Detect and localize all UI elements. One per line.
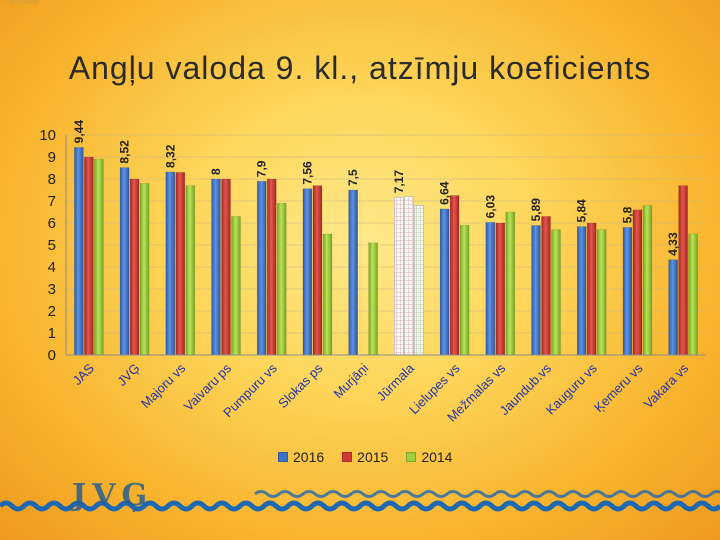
- bar-2016-9: [485, 222, 496, 356]
- bar-2014-12: [642, 205, 653, 356]
- bar-2016-6: [348, 189, 358, 356]
- data-label: 7,17: [392, 170, 406, 194]
- bar-2015-0: [84, 156, 94, 356]
- bar-2014-9: [505, 211, 516, 356]
- y-tick-label: 1: [48, 325, 56, 342]
- bar-2015-7: [404, 196, 414, 356]
- bar-2014-8: [459, 224, 470, 356]
- gridlines: [66, 134, 706, 356]
- y-tick-label: 7: [48, 193, 56, 210]
- data-label: 6,03: [483, 195, 497, 219]
- bar-2015-10: [541, 216, 551, 356]
- legend-label-2016: 2016: [293, 449, 325, 465]
- bar-2016-7: [394, 196, 404, 356]
- bar-2014-13: [688, 233, 698, 356]
- legend-item-2014: 2014: [406, 449, 452, 465]
- data-label: 7,56: [300, 161, 314, 185]
- y-tick-label: 6: [48, 215, 56, 232]
- bar-2016-13: [668, 259, 678, 356]
- bar-2014-7: [414, 205, 424, 356]
- bar-2016-5: [302, 188, 313, 356]
- legend-swatch-2016: [278, 452, 288, 462]
- data-label: 8: [209, 168, 223, 175]
- legend-item-2016: 2016: [278, 449, 324, 465]
- bar-2014-2: [185, 185, 196, 356]
- bar-2016-12: [622, 227, 633, 356]
- y-tick-label: 3: [48, 281, 56, 298]
- bar-2014-0: [94, 158, 104, 356]
- bar-2016-8: [439, 208, 450, 356]
- data-label: 8,52: [118, 140, 132, 164]
- bar-2014-6: [368, 242, 378, 356]
- x-tick-label: JAS: [70, 360, 98, 388]
- data-label: 5,84: [575, 199, 589, 223]
- data-label: 5,89: [529, 198, 543, 222]
- bar-2016-1: [119, 167, 130, 356]
- bars: [74, 147, 698, 356]
- legend-item-2015: 2015: [342, 449, 388, 465]
- data-label: 5,8: [620, 206, 634, 223]
- x-tick-label: Murjāņi: [331, 360, 372, 401]
- legend-label-2015: 2015: [357, 449, 389, 465]
- corner-tag: Light Design: [6, 0, 40, 6]
- y-tick-label: 2: [48, 303, 56, 320]
- bar-2015-11: [586, 222, 597, 356]
- bar-2016-4: [256, 180, 267, 356]
- bar-2016-2: [165, 171, 176, 356]
- x-tick-label: Ķemeru vs: [591, 360, 646, 415]
- x-tick-label: Vakara vs: [640, 360, 691, 411]
- data-label: 8,32: [163, 144, 177, 168]
- bar-2014-4: [276, 202, 287, 356]
- bar-2015-5: [312, 185, 323, 356]
- legend-label-2014: 2014: [421, 449, 453, 465]
- x-tick-label: Slokas ps: [275, 360, 326, 411]
- data-labels: 9,44 8,52 8,32 8 7,9 7,56 7,5 7,17 6,64 6,03 5,89 5…: [72, 120, 680, 256]
- bar-2014-3: [231, 216, 241, 356]
- bar-2015-9: [495, 222, 506, 356]
- data-label: 9,44: [72, 120, 86, 144]
- y-tick-label: 8: [48, 171, 56, 188]
- x-tick-label: Jūrmala: [374, 360, 418, 404]
- school-logo: JVĢ: [72, 478, 154, 513]
- bar-2015-4: [266, 178, 277, 356]
- slide-title: Angļu valoda 9. kl., atzīmju koeficients: [68, 50, 652, 86]
- bar-2015-1: [129, 178, 140, 356]
- bar-2015-2: [175, 172, 186, 356]
- bar-2016-0: [74, 147, 84, 356]
- bar-2014-5: [322, 233, 333, 356]
- bar-2014-10: [551, 229, 561, 356]
- wave-decoration: [0, 490, 720, 512]
- y-tick-label: 10: [39, 127, 56, 144]
- data-label: 6,64: [438, 181, 452, 205]
- bar-2016-11: [576, 226, 587, 356]
- bar-2016-10: [531, 225, 541, 356]
- x-tick-label: JVĢ: [114, 361, 142, 389]
- y-tick-label: 0: [48, 347, 56, 364]
- bar-2015-3: [221, 178, 231, 356]
- y-tick-label: 4: [48, 259, 56, 276]
- legend-swatch-2014: [406, 452, 417, 462]
- y-tick-label: 9: [48, 149, 56, 166]
- bar-2016-3: [211, 178, 221, 356]
- data-label: 4,33: [666, 232, 680, 256]
- data-label: 7,5: [346, 169, 360, 186]
- y-tick-label: 5: [48, 237, 56, 254]
- bar-2014-11: [596, 229, 607, 356]
- legend: 2016 2015 2014: [278, 449, 452, 465]
- bar-2015-12: [632, 209, 643, 356]
- data-label: 7,9: [255, 160, 269, 177]
- bar-2015-13: [678, 185, 688, 356]
- bar-2014-1: [139, 183, 150, 356]
- bar-2015-8: [449, 195, 460, 356]
- legend-swatch-2015: [342, 452, 353, 462]
